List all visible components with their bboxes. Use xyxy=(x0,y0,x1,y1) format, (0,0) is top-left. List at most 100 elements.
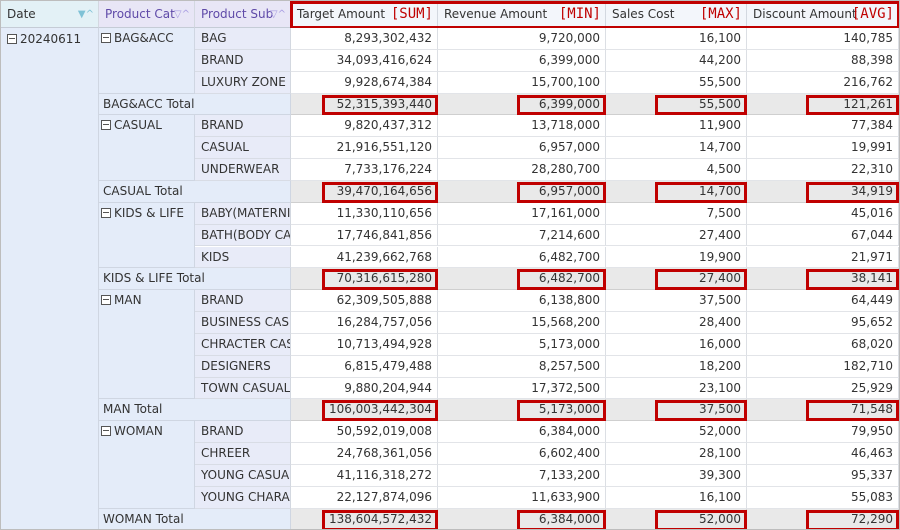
target-total-cell[interactable]: 52,315,393,440 xyxy=(291,93,438,116)
discount-total-cell[interactable]: 72,290 xyxy=(747,508,899,529)
subcategory-cell[interactable]: BRAND xyxy=(195,290,291,313)
total-label-cell[interactable]: CASUAL Total xyxy=(99,180,291,203)
total-label-cell[interactable]: BAG&ACC Total xyxy=(99,93,291,116)
cost-value-cell[interactable]: 16,100 xyxy=(606,28,747,50)
cost-value-cell[interactable]: 7,500 xyxy=(606,202,747,225)
cost-value-cell[interactable]: 27,400 xyxy=(606,224,747,247)
cost-value-cell[interactable]: 16,000 xyxy=(606,333,747,356)
target-total-cell[interactable]: 106,003,442,304 xyxy=(291,399,438,422)
revenue-total-cell[interactable]: 6,399,000 xyxy=(438,93,606,116)
total-label-cell[interactable]: WOMAN Total xyxy=(99,508,291,529)
revenue-value-cell[interactable]: 6,602,400 xyxy=(438,443,606,465)
discount-value-cell[interactable]: 77,384 xyxy=(747,115,899,138)
target-value-cell[interactable]: 34,093,416,624 xyxy=(291,49,438,72)
discount-value-cell[interactable]: 55,083 xyxy=(747,486,899,509)
subcategory-cell[interactable]: KIDS xyxy=(195,246,291,269)
collapse-icon[interactable] xyxy=(101,426,111,437)
cost-total-cell[interactable]: 27,400 xyxy=(606,268,747,291)
subcategory-cell[interactable]: BRAND xyxy=(195,421,291,444)
subcategory-cell[interactable]: DESIGNERS xyxy=(195,355,291,378)
cost-value-cell[interactable]: 28,100 xyxy=(606,443,747,465)
revenue-total-cell[interactable]: 6,482,700 xyxy=(438,268,606,291)
target-value-cell[interactable]: 24,768,361,056 xyxy=(291,443,438,465)
header-product-sub[interactable]: Product Sub ▽^ xyxy=(195,1,291,28)
revenue-value-cell[interactable]: 5,173,000 xyxy=(438,333,606,356)
revenue-value-cell[interactable]: 7,133,200 xyxy=(438,465,606,487)
cost-value-cell[interactable]: 44,200 xyxy=(606,49,747,72)
target-total-cell[interactable]: 39,470,164,656 xyxy=(291,180,438,203)
target-value-cell[interactable]: 9,820,437,312 xyxy=(291,115,438,138)
cost-value-cell[interactable]: 39,300 xyxy=(606,465,747,487)
subcategory-cell[interactable]: BRAND xyxy=(195,115,291,138)
subcategory-cell[interactable]: YOUNG CASUAL xyxy=(195,465,291,487)
header-target-amount[interactable]: Target Amount [SUM] xyxy=(291,1,438,28)
discount-value-cell[interactable]: 21,971 xyxy=(747,246,899,269)
cost-value-cell[interactable]: 18,200 xyxy=(606,355,747,378)
subcategory-cell[interactable]: BATH(BODY CAR xyxy=(195,224,291,247)
revenue-total-cell[interactable]: 6,957,000 xyxy=(438,180,606,203)
discount-total-cell[interactable]: 34,919 xyxy=(747,180,899,203)
subcategory-cell[interactable]: UNDERWEAR xyxy=(195,159,291,181)
target-value-cell[interactable]: 11,330,110,656 xyxy=(291,202,438,225)
filter-icon[interactable]: ▽^ xyxy=(269,9,286,20)
revenue-value-cell[interactable]: 28,280,700 xyxy=(438,159,606,181)
cost-total-cell[interactable]: 55,500 xyxy=(606,93,747,116)
discount-value-cell[interactable]: 45,016 xyxy=(747,202,899,225)
subcategory-cell[interactable]: BABY(MATERNITY xyxy=(195,202,291,225)
discount-value-cell[interactable]: 22,310 xyxy=(747,159,899,181)
target-value-cell[interactable]: 17,746,841,856 xyxy=(291,224,438,247)
revenue-value-cell[interactable]: 13,718,000 xyxy=(438,115,606,138)
target-value-cell[interactable]: 9,928,674,384 xyxy=(291,71,438,94)
filter-icon[interactable]: ▽^ xyxy=(173,9,190,20)
category-cell[interactable]: MAN xyxy=(99,290,195,400)
total-label-cell[interactable]: KIDS & LIFE Total xyxy=(99,268,291,291)
subcategory-cell[interactable]: YOUNG CHARAC xyxy=(195,486,291,509)
cost-value-cell[interactable]: 4,500 xyxy=(606,159,747,181)
discount-total-cell[interactable]: 121,261 xyxy=(747,93,899,116)
target-value-cell[interactable]: 6,815,479,488 xyxy=(291,355,438,378)
revenue-value-cell[interactable]: 17,161,000 xyxy=(438,202,606,225)
revenue-value-cell[interactable]: 6,384,000 xyxy=(438,421,606,444)
subcategory-cell[interactable]: BRAND xyxy=(195,49,291,72)
header-discount-amount[interactable]: Discount Amount [AVG] xyxy=(747,1,899,28)
target-value-cell[interactable]: 10,713,494,928 xyxy=(291,333,438,356)
subcategory-cell[interactable]: LUXURY ZONE xyxy=(195,71,291,94)
revenue-value-cell[interactable]: 6,957,000 xyxy=(438,137,606,160)
target-value-cell[interactable]: 22,127,874,096 xyxy=(291,486,438,509)
target-value-cell[interactable]: 16,284,757,056 xyxy=(291,312,438,334)
cost-total-cell[interactable]: 52,000 xyxy=(606,508,747,529)
target-value-cell[interactable]: 62,309,505,888 xyxy=(291,290,438,313)
cost-value-cell[interactable]: 14,700 xyxy=(606,137,747,160)
header-date[interactable]: Date ▼^ xyxy=(1,1,99,28)
discount-value-cell[interactable]: 216,762 xyxy=(747,71,899,94)
target-total-cell[interactable]: 70,316,615,280 xyxy=(291,268,438,291)
header-sales-cost[interactable]: Sales Cost [MAX] xyxy=(606,1,747,28)
subcategory-cell[interactable]: BUSINESS CASU xyxy=(195,312,291,334)
cost-value-cell[interactable]: 55,500 xyxy=(606,71,747,94)
cost-total-cell[interactable]: 37,500 xyxy=(606,399,747,422)
discount-value-cell[interactable]: 19,991 xyxy=(747,137,899,160)
collapse-icon[interactable] xyxy=(101,295,111,306)
cost-value-cell[interactable]: 23,100 xyxy=(606,377,747,400)
subcategory-cell[interactable]: CHRACTER CASU xyxy=(195,333,291,356)
discount-value-cell[interactable]: 67,044 xyxy=(747,224,899,247)
discount-value-cell[interactable]: 182,710 xyxy=(747,355,899,378)
category-cell[interactable]: KIDS & LIFE xyxy=(99,202,195,269)
subcategory-cell[interactable]: TOWN CASUAL xyxy=(195,377,291,400)
revenue-value-cell[interactable]: 6,138,800 xyxy=(438,290,606,313)
discount-value-cell[interactable]: 25,929 xyxy=(747,377,899,400)
target-value-cell[interactable]: 50,592,019,008 xyxy=(291,421,438,444)
category-cell[interactable]: WOMAN xyxy=(99,421,195,509)
target-value-cell[interactable]: 7,733,176,224 xyxy=(291,159,438,181)
filter-icon[interactable]: ▼^ xyxy=(77,9,94,20)
target-value-cell[interactable]: 21,916,551,120 xyxy=(291,137,438,160)
discount-value-cell[interactable]: 140,785 xyxy=(747,28,899,50)
collapse-icon[interactable] xyxy=(101,120,111,131)
cost-value-cell[interactable]: 52,000 xyxy=(606,421,747,444)
discount-value-cell[interactable]: 79,950 xyxy=(747,421,899,444)
target-value-cell[interactable]: 9,880,204,944 xyxy=(291,377,438,400)
revenue-total-cell[interactable]: 6,384,000 xyxy=(438,508,606,529)
subcategory-cell[interactable]: CHREER xyxy=(195,443,291,465)
cost-value-cell[interactable]: 37,500 xyxy=(606,290,747,313)
target-value-cell[interactable]: 41,116,318,272 xyxy=(291,465,438,487)
